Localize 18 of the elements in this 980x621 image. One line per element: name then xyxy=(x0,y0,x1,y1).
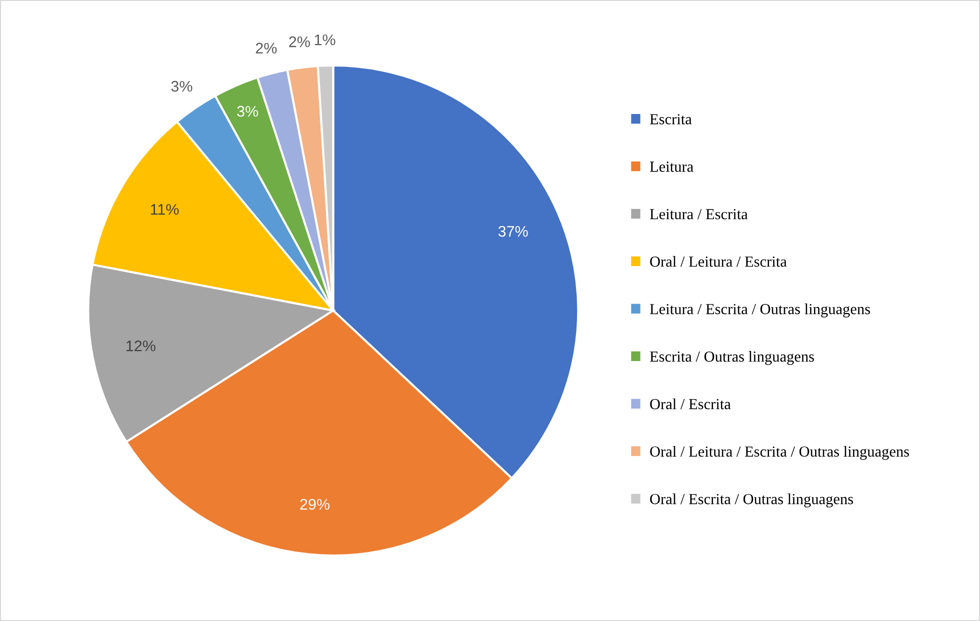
data-label: 3% xyxy=(237,106,258,117)
data-label: 3% xyxy=(171,80,192,92)
data-label: 1% xyxy=(314,34,336,46)
legend-label: Oral / Leitura / Escrita / Outras linguagens xyxy=(650,446,909,460)
legend-label: Leitura / Escrita / Outras linguagens xyxy=(650,303,870,318)
data-label: 29% xyxy=(300,498,330,510)
legend-label: Escrita / Outras linguagens xyxy=(650,350,814,365)
legend-label: Leitura xyxy=(650,162,694,172)
legend-label: Oral / Escrita xyxy=(650,398,731,410)
legend-label: Oral / Leitura / Escrita xyxy=(650,256,787,267)
legend-label: Oral / Escrita / Outras linguagens xyxy=(650,493,853,508)
legend-label: Escrita xyxy=(650,114,692,124)
data-label: 37% xyxy=(498,226,528,237)
data-label: 2% xyxy=(289,36,310,48)
legend-label: Leitura / Escrita xyxy=(650,209,748,220)
data-label: 12% xyxy=(126,340,156,352)
data-label: 11% xyxy=(150,204,179,215)
data-label: 2% xyxy=(256,42,277,54)
